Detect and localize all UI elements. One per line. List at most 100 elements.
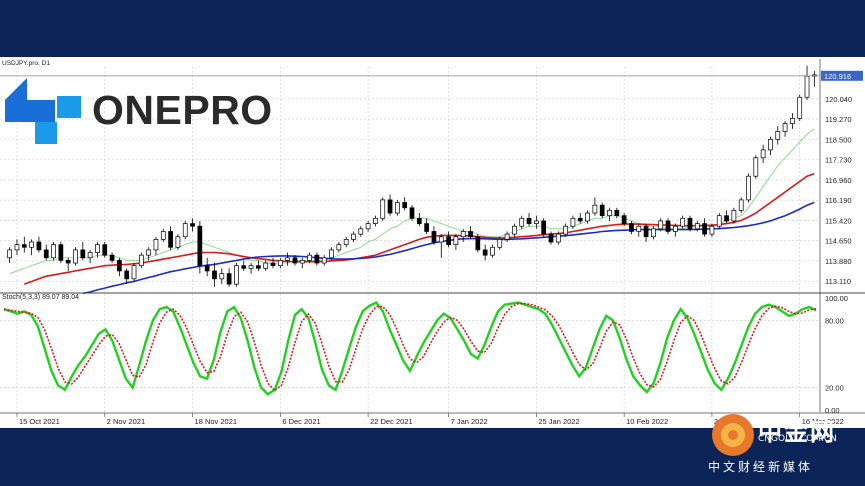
candle-body [446, 236, 451, 245]
candle-body [248, 265, 254, 269]
candle-body [146, 249, 152, 256]
candle-body [175, 236, 181, 248]
candle-body [475, 236, 481, 251]
candle-body [21, 244, 27, 248]
stoch-tick-label: 20.00 [825, 384, 844, 393]
candle-body [504, 233, 510, 240]
candle-body [234, 265, 239, 285]
candle-body [51, 244, 56, 259]
candle-body [709, 225, 715, 235]
stoch-k-line [3, 300, 817, 396]
current-price-box [821, 70, 863, 81]
candle-body [658, 220, 664, 230]
candle-body [351, 233, 356, 240]
candle-body [321, 257, 327, 264]
candle-body [299, 260, 305, 264]
candle-body [533, 220, 539, 224]
time-tick-label: 18 Nov 2021 [195, 417, 238, 426]
candle-body [292, 257, 298, 264]
candle-body [768, 139, 773, 151]
onepro-logo-text: ONEPRO [92, 87, 273, 133]
price-tick-label: 115.420 [825, 216, 852, 225]
candle-body [643, 225, 649, 238]
candle-body [738, 199, 744, 211]
candle-body [102, 244, 108, 256]
candle-body [285, 257, 291, 261]
candle-body [43, 249, 49, 259]
time-tick-label: 15 Oct 2021 [19, 417, 60, 426]
candle-body [402, 202, 408, 209]
candle-body [190, 223, 195, 227]
candle-body [117, 260, 122, 272]
candle-body [80, 249, 86, 259]
candle-body [526, 217, 532, 224]
candle-body [95, 244, 100, 253]
candle-body [182, 223, 188, 238]
candle-body [365, 223, 371, 230]
price-tick-label: 120.040 [825, 95, 852, 104]
candle-body [424, 223, 429, 232]
candle-body [212, 270, 217, 280]
candle-body [702, 223, 707, 235]
candle-body [14, 244, 20, 251]
time-tick-label: 2 Nov 2021 [107, 417, 145, 426]
candle-body [138, 254, 144, 267]
candle-body [607, 210, 612, 217]
candle-body [36, 241, 42, 251]
candle-body [270, 262, 276, 267]
price-tick-label: 116.960 [825, 176, 852, 185]
candle-body [497, 239, 503, 248]
candle-body [621, 215, 627, 224]
candle-body [431, 231, 437, 243]
candle-body [790, 117, 795, 124]
chart-symbol-label: USDJPY.pro, D1 [2, 60, 50, 67]
candle-body [775, 131, 781, 140]
candle-body [87, 252, 93, 259]
candle-body [153, 239, 159, 251]
candle-body [548, 233, 554, 243]
candle-body [512, 225, 517, 235]
cngold-logo [712, 414, 754, 456]
candle-body [29, 241, 34, 248]
price-tick-label: 113.110 [825, 277, 851, 286]
candle-body [599, 204, 605, 217]
candle-body [109, 254, 115, 261]
candle-body [314, 254, 320, 264]
candle-body [519, 217, 525, 227]
candle-body [197, 225, 203, 267]
candle-body [416, 217, 422, 224]
candle-body [555, 233, 561, 243]
candle-body [672, 225, 678, 232]
candle-body [409, 207, 415, 219]
candle-body [468, 231, 473, 238]
stoch-tick-label: 0.00 [825, 406, 840, 415]
candle-body [782, 123, 788, 132]
candle-body [577, 217, 583, 222]
price-tick-label: 118.500 [825, 135, 852, 144]
candle-body [592, 204, 598, 214]
candle-body [277, 260, 283, 267]
candle-body [665, 220, 671, 232]
time-tick-label: 7 Jan 2022 [451, 417, 488, 426]
cngold-logo-tagline: 中文财经新媒体 [708, 460, 814, 474]
candle-body [438, 236, 444, 243]
time-tick-label: 22 Dec 2021 [370, 417, 413, 426]
candle-body [380, 199, 386, 219]
candle-body [343, 239, 349, 245]
current-price-label: 120.916 [824, 72, 851, 81]
candle-body [797, 96, 803, 119]
candle-body [482, 249, 488, 256]
time-tick-label: 6 Dec 2021 [282, 417, 320, 426]
candle-body [563, 225, 568, 235]
candle-body [724, 215, 729, 222]
candle-body [241, 265, 247, 269]
candle-body [219, 273, 225, 280]
candle-body [629, 223, 634, 232]
price-tick-label: 117.730 [825, 156, 852, 165]
candle-body [65, 260, 71, 264]
candle-body [329, 249, 334, 259]
candle-body [541, 220, 547, 235]
price-tick-label: 114.650 [825, 237, 852, 246]
onepro-logo [5, 78, 81, 144]
